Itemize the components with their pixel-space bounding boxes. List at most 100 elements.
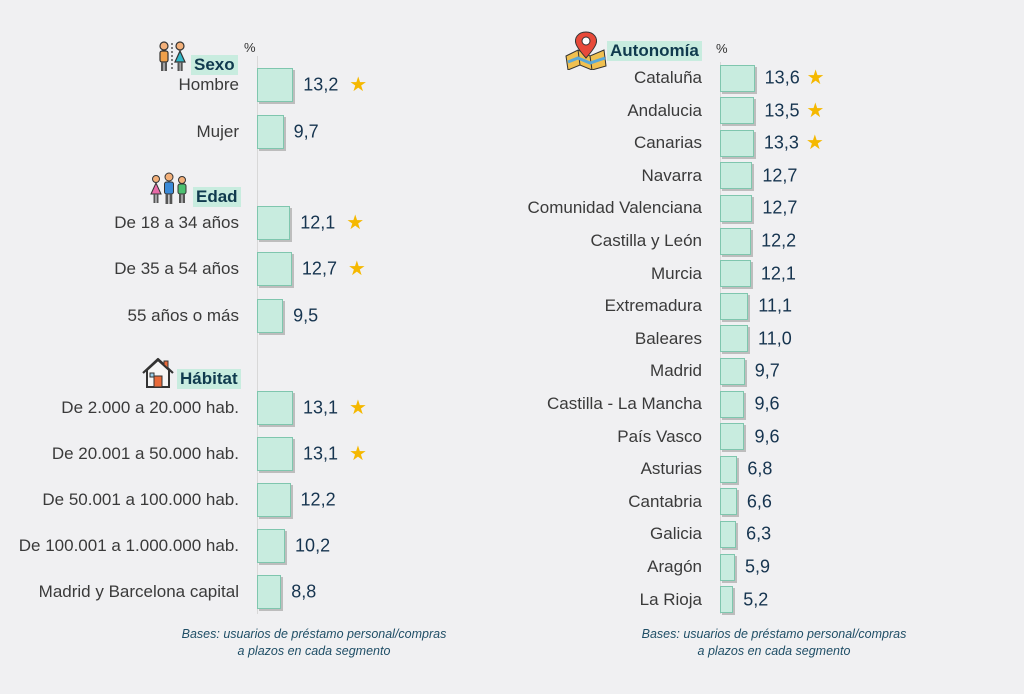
star-icon: ★ <box>346 212 365 234</box>
category-label: Cantabria <box>628 491 702 511</box>
star-icon: ★ <box>805 132 824 155</box>
category-label: Comunidad Valenciana <box>527 198 702 218</box>
bar <box>257 483 291 517</box>
category-label: Asturias <box>640 459 702 479</box>
bar <box>720 520 737 548</box>
bar <box>720 455 738 483</box>
value-label: 12,7 <box>301 258 337 279</box>
value-label: 12,7 <box>762 165 798 186</box>
category-label: Galicia <box>650 524 702 544</box>
bar <box>720 129 754 157</box>
value-label: 8,8 <box>291 581 317 602</box>
category-label: Castilla y León <box>590 231 702 250</box>
category-label: Murcia <box>650 263 702 283</box>
bar <box>720 390 745 418</box>
category-label: De 20.001 a 50.000 hab. <box>51 444 239 463</box>
category-label: De 18 a 34 años <box>114 213 239 232</box>
star-icon: ★ <box>806 99 825 122</box>
value-label: 5,9 <box>745 556 771 577</box>
bar <box>720 553 736 581</box>
value-label: 13,3 <box>763 132 799 153</box>
value-label: 12,2 <box>300 489 336 510</box>
value-label: 5,2 <box>743 589 769 610</box>
bar <box>720 586 734 614</box>
star-icon: ★ <box>349 74 368 96</box>
map-pin-icon <box>564 30 608 75</box>
group-title: Edad <box>193 187 241 207</box>
house-icon <box>140 356 176 395</box>
category-label: Baleares <box>634 328 702 348</box>
category-label: Extremadura <box>604 296 702 316</box>
star-icon: ★ <box>806 67 825 89</box>
category-label: Navarra <box>641 165 702 185</box>
gender-icon <box>155 40 189 79</box>
family-icon <box>148 172 192 211</box>
note-line: Bases: usuarios de préstamo personal/com… <box>641 627 907 641</box>
bar <box>720 162 753 190</box>
star-icon: ★ <box>349 397 367 419</box>
category-label: Mujer <box>196 122 239 141</box>
category-label: Castilla - La Mancha <box>547 394 702 413</box>
category-label: País Vasco <box>617 426 702 446</box>
note-line: Bases: usuarios de préstamo personal/com… <box>181 627 447 641</box>
bar <box>720 260 751 288</box>
category-label: Aragón <box>647 557 702 576</box>
bar <box>720 227 752 255</box>
bar <box>720 292 749 320</box>
value-label: 13,1 <box>303 397 339 418</box>
category-label: Madrid <box>650 361 702 381</box>
value-label: 11,0 <box>758 328 792 349</box>
category-label: De 50.001 a 100.000 hab. <box>42 490 239 509</box>
value-label: 6,8 <box>747 458 773 479</box>
value-label: 9,7 <box>754 360 780 381</box>
value-label: 13,6 <box>764 67 800 88</box>
group-title: Hábitat <box>177 369 241 389</box>
value-label: 13,1 <box>303 443 339 464</box>
bar <box>257 206 291 240</box>
star-icon: ★ <box>349 443 367 465</box>
value-label: 9,7 <box>293 121 319 142</box>
group-title: Sexo <box>191 55 238 75</box>
category-label: Andalucia <box>627 100 702 120</box>
bar <box>257 299 284 333</box>
bar <box>257 68 294 102</box>
value-label: 9,6 <box>754 393 780 414</box>
bar <box>720 64 755 92</box>
category-label: Canarias <box>633 133 702 153</box>
value-label: 13,2 <box>303 74 339 95</box>
category-label: De 35 a 54 años <box>114 259 239 278</box>
bar <box>257 115 284 149</box>
value-label: 6,6 <box>746 491 772 512</box>
value-label: 12,1 <box>760 263 796 284</box>
value-label: 12,2 <box>761 230 797 251</box>
value-label: 9,5 <box>293 305 319 326</box>
category-label: De 100.001 a 1.000.000 hab. <box>18 536 239 555</box>
unit-label-left: % <box>244 40 256 55</box>
star-icon: ★ <box>347 258 366 280</box>
note-line: a plazos en cada segmento <box>697 644 851 658</box>
value-label: 13,5 <box>764 100 800 121</box>
value-label: 12,7 <box>762 197 798 218</box>
value-label: 9,6 <box>754 426 780 447</box>
category-label: La Rioja <box>639 589 702 609</box>
bar <box>720 194 753 222</box>
bar <box>257 252 292 286</box>
bar <box>720 357 745 385</box>
category-label: Hombre <box>178 75 239 94</box>
axis-line-left <box>257 56 258 614</box>
value-label: 6,3 <box>746 523 772 544</box>
bar <box>257 437 294 471</box>
base-note-right: Bases: usuarios de préstamo personal/com… <box>614 626 934 660</box>
bar <box>257 391 294 425</box>
bar <box>720 488 737 516</box>
note-line: a plazos en cada segmento <box>237 644 391 658</box>
bar <box>720 325 749 353</box>
category-label: Cataluña <box>633 68 702 87</box>
category-label: Madrid y Barcelona capital <box>38 582 239 601</box>
value-label: 12,1 <box>300 212 336 233</box>
unit-label-right: % <box>716 41 728 56</box>
category-label: De 2.000 a 20.000 hab. <box>61 398 239 417</box>
value-label: 10,2 <box>295 535 331 556</box>
group-title: Autonomía <box>607 41 702 61</box>
